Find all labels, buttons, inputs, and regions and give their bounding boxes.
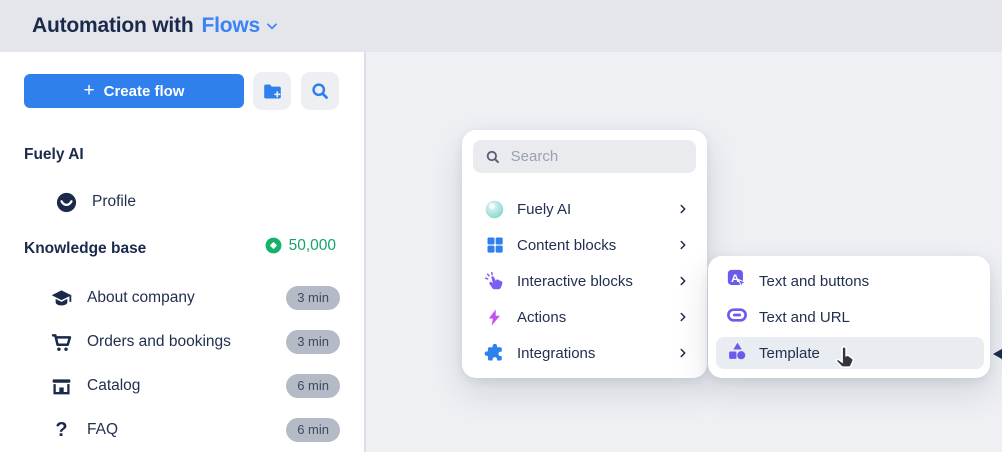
submenu-item-label: Text and URL [759, 308, 850, 326]
sidebar: + Create flow Fuely AI Profile [0, 52, 366, 452]
picker-item-interactive-blocks[interactable]: Interactive blocks [472, 263, 697, 299]
link-icon [726, 304, 748, 331]
graduation-cap-icon [50, 287, 73, 310]
picker-item-fuely-ai[interactable]: Fuely AI [472, 191, 697, 227]
question-mark-icon: ? [55, 418, 68, 441]
section-heading-fuely-ai: Fuely AI [24, 146, 84, 163]
top-bar: Automation with Flows [0, 0, 1002, 52]
flow-type-selector[interactable]: Flows [201, 14, 280, 38]
plus-icon: + [83, 79, 95, 101]
tap-hand-icon [484, 271, 505, 292]
duration-badge: 6 min [286, 418, 340, 442]
picker-item-label: Interactive blocks [517, 272, 633, 290]
profile-label: Profile [92, 193, 136, 210]
credits-counter: 50,000 [264, 236, 336, 255]
create-flow-label: Create flow [103, 82, 185, 100]
create-flow-button[interactable]: + Create flow [24, 74, 244, 108]
picker-item-label: Actions [517, 308, 567, 326]
search-input[interactable] [510, 148, 684, 165]
chevron-right-icon [680, 348, 686, 358]
item-label: FAQ [87, 421, 119, 438]
puzzle-piece-icon [484, 343, 505, 364]
item-label: Orders and bookings [87, 333, 231, 350]
search-icon [486, 150, 499, 163]
submenu-item-label: Template [759, 344, 820, 362]
shapes-icon [726, 340, 748, 367]
storefront-icon [50, 375, 73, 398]
picker-item-label: Content blocks [517, 236, 617, 254]
duration-badge: 6 min [286, 374, 340, 398]
chevron-right-icon [680, 204, 686, 214]
clipped-arrow-cursor [993, 348, 1002, 360]
section-heading-knowledge-base: Knowledge base [24, 240, 147, 257]
submenu-item-label: Text and buttons [759, 272, 870, 290]
interactive-blocks-submenu: A Text and buttons Text and URL [708, 256, 990, 378]
chevron-right-icon [680, 276, 686, 286]
picker-item-label: Fuely AI [517, 200, 572, 218]
sidebar-item-faq[interactable]: ? FAQ 6 min [50, 416, 340, 444]
submenu-item-text-and-url[interactable]: Text and URL [716, 301, 984, 333]
block-search-field[interactable] [473, 140, 696, 173]
sidebar-item-orders-and-bookings[interactable]: Orders and bookings 3 min [50, 328, 340, 356]
page-title: Automation with Flows [32, 14, 280, 38]
search-icon [312, 83, 328, 99]
shopping-cart-icon [50, 331, 73, 354]
duration-badge: 3 min [286, 330, 340, 354]
submenu-item-template[interactable]: Template [716, 337, 984, 369]
chevron-down-icon [267, 23, 277, 30]
item-label: About company [87, 289, 195, 306]
credits-value: 50,000 [288, 236, 336, 254]
folder-plus-icon [263, 84, 281, 98]
submenu-item-text-and-buttons[interactable]: A Text and buttons [716, 265, 984, 297]
new-folder-button[interactable] [253, 72, 291, 110]
sidebar-item-catalog[interactable]: Catalog 6 min [50, 372, 340, 400]
grid-blocks-icon [484, 235, 505, 256]
chevron-right-icon [680, 312, 686, 322]
lightning-bolt-icon [484, 307, 505, 328]
picker-item-actions[interactable]: Actions [472, 299, 697, 335]
flow-selector-label: Flows [201, 14, 260, 37]
duration-badge: 3 min [286, 286, 340, 310]
chevron-right-icon [680, 240, 686, 250]
block-picker-popup: Fuely AI Content blocks [462, 130, 707, 378]
sidebar-item-about-company[interactable]: About company 3 min [50, 284, 340, 312]
item-label: Catalog [87, 377, 141, 394]
ai-orb-icon [484, 199, 505, 220]
text-with-cursor-icon: A [726, 268, 748, 295]
picker-item-content-blocks[interactable]: Content blocks [472, 227, 697, 263]
sidebar-item-profile[interactable]: Profile [55, 188, 340, 216]
smiley-face-icon [55, 191, 78, 214]
sidebar-search-button[interactable] [301, 72, 339, 110]
svg-text:A: A [731, 272, 739, 284]
picker-item-integrations[interactable]: Integrations [472, 335, 697, 371]
page-title-text: Automation with [32, 14, 194, 37]
picker-item-label: Integrations [517, 344, 596, 362]
green-diamond-coin-icon [265, 237, 281, 254]
